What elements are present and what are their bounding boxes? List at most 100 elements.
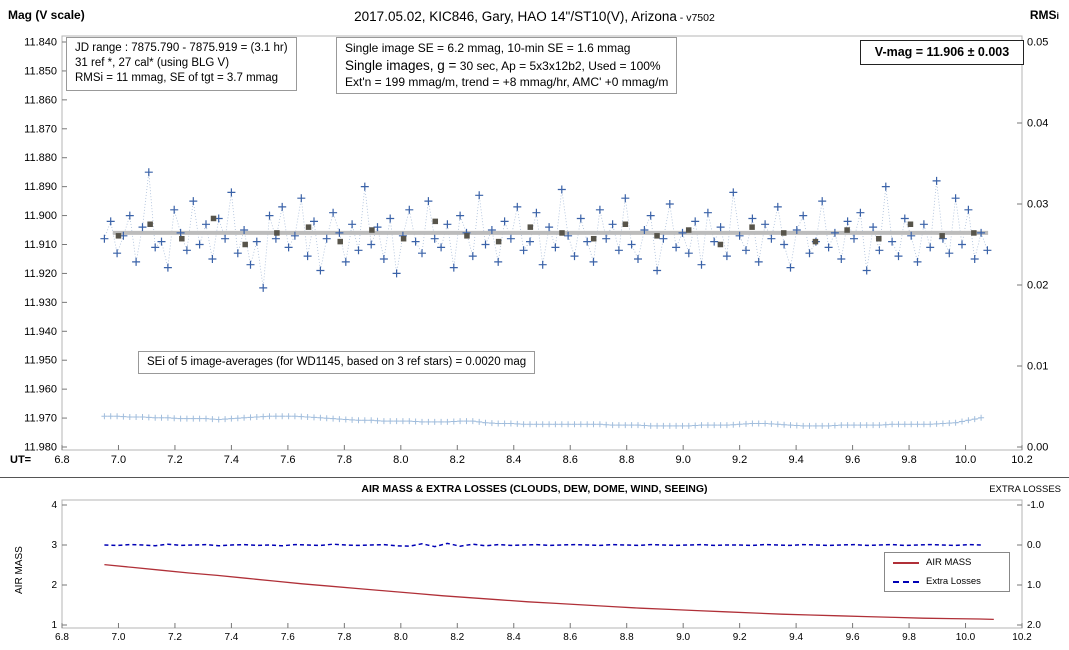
average-point — [337, 238, 343, 245]
extra-losses-line — [104, 542, 982, 548]
rms-axis-title-text: RMS — [1029, 8, 1057, 22]
tick-label: 8.8 — [620, 632, 634, 643]
average-point — [844, 227, 850, 233]
legend-extra-losses-label: Extra Losses — [926, 576, 981, 587]
average-point — [717, 241, 724, 248]
tick-label: 2.0 — [1027, 620, 1041, 631]
tick-label: 9.8 — [902, 632, 916, 643]
tick-label: 11.930 — [24, 297, 57, 309]
average-point — [559, 230, 565, 236]
legend-item-airmass: AIR MASS — [885, 553, 1009, 572]
tick-label: 7.8 — [337, 454, 352, 466]
se-line3: Ext'n = 199 mmag/m, trend = +8 mmag/hr, … — [345, 74, 669, 89]
rms-axis-title: RMSi — [1030, 8, 1059, 22]
tick-label: 9.6 — [845, 454, 860, 466]
jd-range-box: JD range : 7875.790 - 7875.919 = (3.1 hr… — [66, 37, 297, 91]
airmass-panel-title: AIR MASS & EXTRA LOSSES (CLOUDS, DEW, DO… — [361, 483, 708, 495]
rms-axis-title-subscript: i — [1056, 11, 1059, 21]
average-point — [274, 230, 280, 236]
average-point — [464, 233, 470, 239]
jd-range-line1: JD range : 7875.790 - 7875.919 = (3.1 hr… — [75, 42, 288, 54]
tick-label: 9.4 — [788, 454, 803, 466]
average-point — [590, 235, 597, 242]
average-point — [210, 215, 217, 222]
tick-label: 3 — [51, 540, 57, 551]
chart-version: - v7502 — [676, 12, 715, 24]
tick-label: 10.2 — [1012, 632, 1032, 643]
airmass-axis-title: AIR MASS — [14, 546, 25, 594]
tick-label: 8.4 — [506, 454, 521, 466]
tick-label: 7.8 — [337, 632, 351, 643]
air-mass-line — [104, 563, 994, 621]
tick-label: 11.840 — [24, 37, 57, 49]
tick-label: 4 — [51, 500, 57, 511]
average-point — [781, 230, 787, 236]
mag-scale-axis-title: Mag (V scale) — [8, 8, 85, 22]
se-line2a: Single images, g = — [345, 57, 457, 73]
tick-label: 8.6 — [563, 454, 578, 466]
tick-label: 1.0 — [1027, 580, 1041, 591]
tick-label: 0.0 — [1027, 540, 1041, 551]
average-point — [495, 238, 502, 245]
se-line2: Single images, g = 30 sec, Ap = 5x3x12b2… — [345, 57, 668, 75]
main-plot-frame — [61, 35, 1023, 451]
average-point — [876, 235, 882, 242]
tick-label: 10.0 — [955, 454, 976, 466]
rms-points — [101, 413, 985, 429]
tick-label: 0.02 — [1027, 280, 1048, 292]
average-point — [305, 224, 312, 230]
tick-label: -1.0 — [1027, 500, 1045, 511]
tick-label: 11.920 — [24, 268, 57, 280]
tick-label: 7.2 — [168, 632, 182, 643]
tick-label: 9.2 — [733, 632, 747, 643]
extra-losses-line-swatch — [893, 580, 919, 583]
legend-airmass-label: AIR MASS — [926, 557, 972, 568]
average-point — [400, 235, 407, 242]
tick-label: 0.00 — [1027, 442, 1048, 454]
tick-label: 8.0 — [393, 454, 408, 466]
tick-label: 7.4 — [224, 632, 238, 643]
tick-label: 7.6 — [281, 632, 295, 643]
single-image-stats-box: Single image SE = 6.2 mmag, 10-min SE = … — [336, 37, 678, 95]
average-point — [179, 235, 185, 242]
vmag-result-box: V-mag = 11.906 ± 0.003 — [860, 40, 1024, 65]
sei-note-box: SEi of 5 image-averages (for WD1145, bas… — [138, 351, 536, 375]
single-images-connector — [104, 172, 988, 288]
tick-label: 7.6 — [280, 454, 295, 466]
tick-label: 11.960 — [24, 384, 57, 396]
se-line1: Single image SE = 6.2 mmag, 10-min SE = … — [345, 41, 631, 55]
tick-label: 8.0 — [394, 632, 408, 643]
tick-label: 0.05 — [1027, 37, 1048, 49]
average-point — [622, 221, 629, 227]
average-point — [971, 230, 977, 236]
tick-label: 11.940 — [24, 326, 57, 338]
tick-label: 11.850 — [24, 65, 57, 77]
tick-label: 1 — [51, 620, 57, 631]
tick-label: 7.0 — [111, 454, 126, 466]
tick-label: 7.4 — [224, 454, 239, 466]
average-point — [527, 224, 534, 230]
legend-item-extra-losses: Extra Losses — [885, 572, 1009, 591]
tick-label: 11.950 — [24, 355, 57, 367]
ut-axis-label: UT= — [10, 454, 32, 466]
tick-label: 11.890 — [24, 181, 57, 193]
extra-losses-axis-title: EXTRA LOSSES — [989, 484, 1061, 495]
legend: AIR MASS Extra Losses — [884, 552, 1010, 592]
tick-label: 6.8 — [55, 632, 69, 643]
single-images-points — [100, 168, 992, 292]
tick-label: 9.6 — [846, 632, 860, 643]
tick-label: 8.8 — [619, 454, 634, 466]
average-point — [685, 227, 692, 233]
airmass-line-swatch — [893, 561, 919, 564]
tick-label: 8.4 — [507, 632, 521, 643]
average-point — [749, 224, 755, 230]
tick-label: 8.2 — [450, 454, 465, 466]
average-point — [654, 233, 660, 239]
average-point — [907, 221, 914, 227]
tick-label: 9.0 — [676, 454, 691, 466]
average-point — [812, 238, 819, 245]
chart-title-text: 2017.05.02, KIC846, Gary, HAO 14"/ST10(V… — [354, 9, 677, 24]
tick-label: 11.860 — [24, 94, 57, 106]
